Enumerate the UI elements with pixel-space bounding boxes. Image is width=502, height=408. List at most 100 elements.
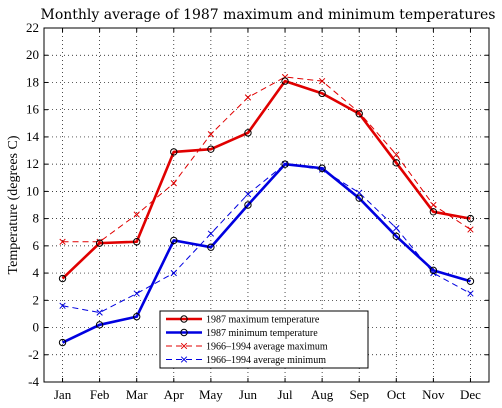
marker-stroke — [430, 201, 437, 209]
marker-stroke — [170, 269, 177, 277]
marker-stroke — [207, 131, 215, 138]
data-point — [429, 208, 438, 216]
marker-stroke — [59, 238, 66, 245]
marker-stroke — [170, 180, 177, 187]
data-point — [318, 164, 326, 172]
x-tick-label: Aug — [311, 387, 334, 402]
data-point — [207, 145, 215, 153]
data-point — [429, 266, 438, 275]
legend-box — [159, 310, 369, 369]
data-point — [281, 160, 289, 168]
y-tick-label: 4 — [33, 265, 40, 280]
data-point — [170, 148, 178, 156]
data-point — [466, 214, 475, 223]
data-point — [95, 321, 104, 329]
x-tick-label: May — [199, 387, 223, 402]
data-point — [244, 190, 252, 198]
x-tick-label: Nov — [422, 387, 445, 402]
data-point — [59, 238, 66, 245]
marker-stroke — [96, 309, 103, 316]
marker-stroke — [318, 77, 326, 85]
y-tick-label: 10 — [26, 183, 39, 198]
series — [58, 73, 475, 347]
y-tick-label: 16 — [26, 102, 40, 117]
series-1 — [58, 160, 475, 347]
y-tick-label: 0 — [33, 320, 40, 335]
legend-label: 1966–1994 average maximum — [206, 342, 328, 353]
marker-stroke — [356, 189, 363, 196]
legend-marker — [180, 315, 188, 323]
series-line — [61, 79, 471, 280]
legend-label: 1987 minimum temperature — [206, 328, 318, 339]
data-point — [392, 232, 400, 241]
data-point — [281, 77, 289, 85]
data-point — [58, 338, 67, 347]
y-axis-label: Temperature (degrees C) — [6, 135, 21, 274]
x-tick-label: Sep — [349, 387, 369, 402]
marker-stroke — [59, 302, 66, 309]
data-point — [318, 89, 326, 98]
data-point — [170, 180, 177, 187]
legend-label: 1966–1994 average minimum — [206, 355, 326, 366]
y-tick-label: 20 — [26, 47, 39, 62]
series-line — [61, 162, 471, 344]
marker-stroke — [244, 190, 252, 198]
x-tick-label: Oct — [387, 387, 406, 402]
marker-stroke — [467, 290, 474, 297]
x-tick-label: Jun — [239, 387, 258, 402]
marker-stroke — [180, 356, 188, 363]
legend-marker — [180, 342, 188, 350]
marker-stroke — [133, 211, 140, 218]
y-tick-label: 14 — [26, 129, 40, 144]
y-tick-label: -4 — [28, 374, 39, 389]
legend-label: 1987 maximum temperature — [206, 315, 320, 326]
y-tick-label: 12 — [26, 156, 39, 171]
data-point — [207, 243, 215, 251]
data-point — [244, 201, 252, 209]
legend: 1987 maximum temperature 1987 minimum tem… — [159, 310, 369, 369]
y-tick-label: 8 — [33, 211, 40, 226]
data-point — [244, 129, 252, 137]
data-point — [467, 226, 474, 233]
series-line — [62, 76, 471, 243]
data-point — [133, 312, 141, 321]
marker-stroke — [207, 230, 215, 237]
data-point — [207, 230, 215, 237]
legend-entry: 1966–1994 average maximum — [166, 342, 328, 353]
y-tick-label: 2 — [33, 292, 40, 307]
legend-entry: 1966–1994 average minimum — [166, 355, 326, 366]
axes: -4 -2 0 2 4 6 8 10 12 14 16 18 20 22 Jan Feb Mar Apr May Ju… — [26, 20, 490, 402]
x-tick-label: Dec — [460, 387, 481, 402]
series-line — [62, 163, 471, 314]
x-tick-label: Mar — [126, 387, 148, 402]
x-tick-label: Jul — [277, 387, 293, 402]
marker-stroke — [393, 151, 400, 158]
data-point — [430, 201, 437, 209]
data-point — [96, 309, 103, 316]
marker-stroke — [393, 224, 400, 232]
data-point — [318, 77, 326, 85]
series-3 — [59, 161, 474, 316]
data-point — [207, 131, 215, 138]
x-tick-label: Apr — [164, 387, 185, 402]
x-tick-label: Feb — [90, 387, 110, 402]
data-point — [59, 302, 66, 309]
data-point — [133, 290, 140, 297]
marker-stroke — [467, 226, 474, 233]
data-point — [355, 194, 363, 202]
data-point — [392, 159, 400, 167]
marker-stroke — [244, 94, 252, 101]
marker-stroke — [180, 342, 188, 350]
legend-entry: 1987 maximum temperature — [166, 315, 320, 326]
data-point — [355, 110, 363, 118]
series-0 — [58, 77, 475, 283]
data-point — [393, 224, 400, 232]
legend-marker — [180, 328, 188, 337]
data-point — [467, 290, 474, 297]
y-tick-label: -2 — [28, 347, 39, 362]
data-point — [58, 274, 67, 283]
data-point — [356, 189, 363, 196]
chart-title: Monthly average of 1987 maximum and mini… — [40, 7, 495, 23]
data-point — [133, 211, 140, 218]
